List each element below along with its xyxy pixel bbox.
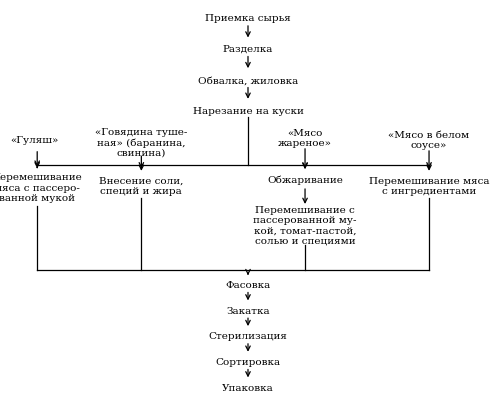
Text: Перемешивание мяса
с ингредиентами: Перемешивание мяса с ингредиентами bbox=[369, 176, 489, 195]
Text: Обвалка, жиловка: Обвалка, жиловка bbox=[198, 76, 298, 85]
Text: Нарезание на куски: Нарезание на куски bbox=[192, 107, 304, 116]
Text: Обжаривание: Обжаривание bbox=[267, 175, 343, 184]
Text: Упаковка: Упаковка bbox=[222, 383, 274, 392]
Text: Стерилизация: Стерилизация bbox=[208, 332, 288, 341]
Text: Закатка: Закатка bbox=[226, 306, 270, 315]
Text: Фасовка: Фасовка bbox=[225, 280, 271, 290]
Text: Приемка сырья: Приемка сырья bbox=[205, 14, 291, 23]
Text: Разделка: Разделка bbox=[223, 45, 273, 54]
Text: Сортировка: Сортировка bbox=[215, 357, 281, 366]
Text: «Мясо в белом
соусе»: «Мясо в белом соусе» bbox=[388, 131, 470, 150]
Text: «Говядина туше-
ная» (баранина,
свинина): «Говядина туше- ная» (баранина, свинина) bbox=[95, 127, 187, 158]
Text: «Гуляш»: «Гуляш» bbox=[10, 136, 59, 145]
Text: «Мясо
жареное»: «Мясо жареное» bbox=[278, 129, 332, 148]
Text: Перемешивание
мяса с пассеро-
ванной мукой: Перемешивание мяса с пассеро- ванной мук… bbox=[0, 173, 82, 203]
Text: Внесение соли,
специй и жира: Внесение соли, специй и жира bbox=[99, 176, 184, 195]
Text: Перемешивание с
пассерованной му-
кой, томат-пастой,
солью и специями: Перемешивание с пассерованной му- кой, т… bbox=[253, 205, 357, 245]
